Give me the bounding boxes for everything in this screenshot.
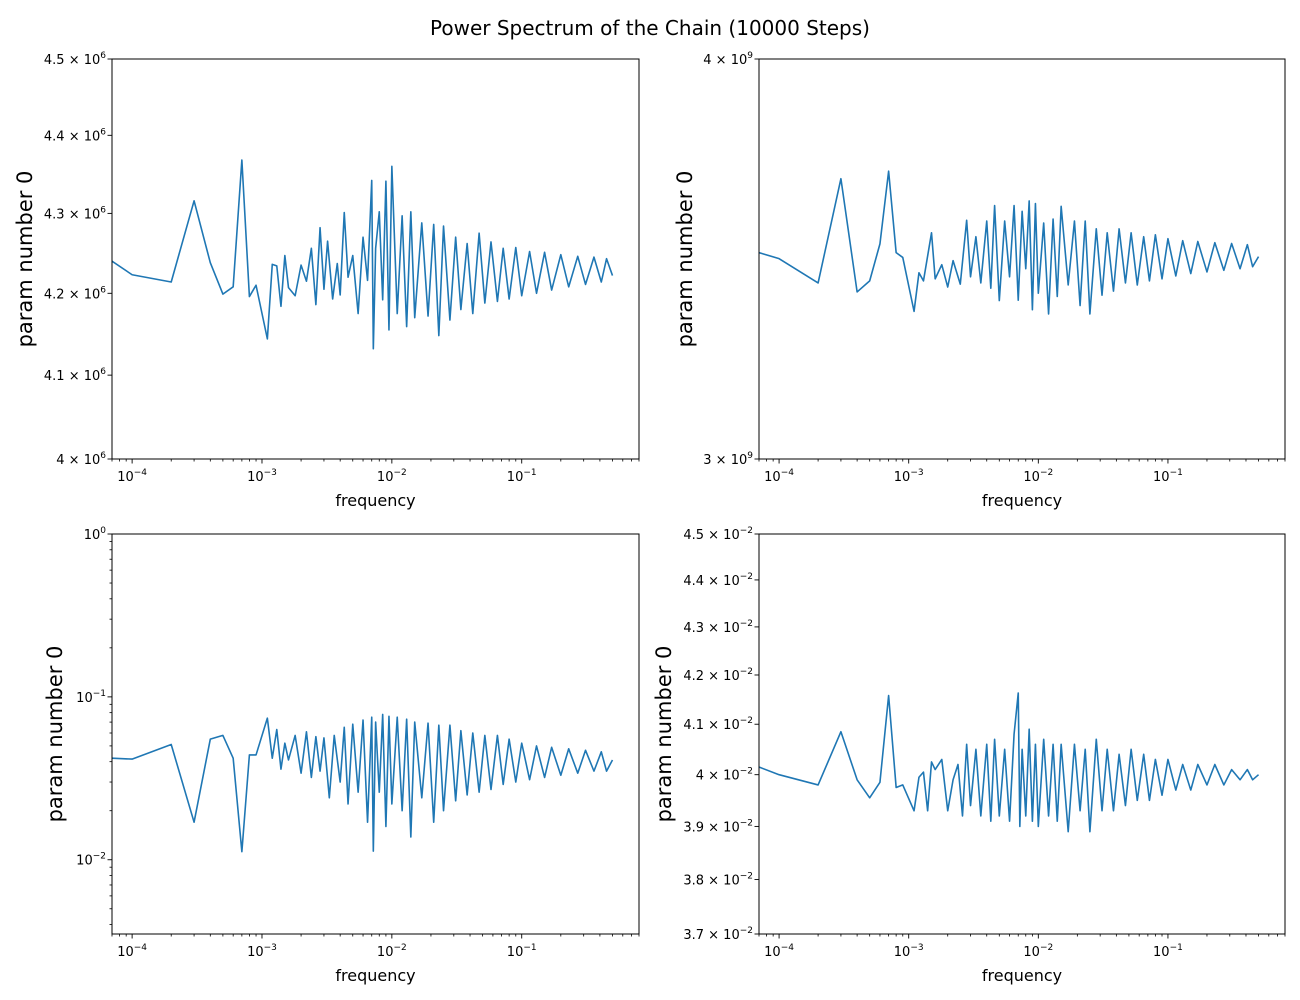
axes-frame (758, 533, 1286, 935)
y-tick-label: 4.4 × 106 (44, 127, 106, 144)
y-axis-label: param number 0 (43, 646, 67, 823)
y-tick-label: 4.3 × 106 (44, 205, 106, 222)
series-line (112, 713, 614, 853)
series-line (759, 170, 1260, 315)
x-axis-label: frequency (335, 491, 415, 510)
y-tick-label: 3 × 109 (703, 451, 753, 468)
y-tick-label: 4.3 × 10−2 (683, 619, 753, 636)
y-tick-label: 4.1 × 10−2 (683, 716, 753, 733)
y-tick-label: 3.7 × 10−2 (683, 926, 753, 943)
x-axis-label: frequency (982, 491, 1062, 510)
x-axis-label: frequency (335, 966, 415, 985)
y-tick-label: 4.4 × 10−2 (683, 572, 753, 589)
axes-frame (758, 58, 1286, 460)
y-tick-label: 4 × 109 (703, 51, 753, 68)
y-tick-label: 4.1 × 106 (44, 367, 106, 384)
y-axis-label: param number 0 (673, 171, 697, 348)
y-tick-label: 4.5 × 106 (44, 51, 106, 68)
y-axis-label: param number 0 (13, 171, 37, 348)
y-axis-label: param number 0 (652, 646, 676, 823)
series-line (759, 692, 1260, 833)
y-tick-label: 4.2 × 10−2 (683, 667, 753, 684)
axes-frame (111, 533, 640, 935)
axes-frame (111, 58, 640, 460)
y-tick-label: 3.8 × 10−2 (683, 872, 753, 889)
x-axis-label: frequency (982, 966, 1062, 985)
subplot-4: 10−4 10−3 10−2 10−13.7 × 10−23.8 × 10−23.9 … (652, 526, 1286, 985)
y-tick-label: 4.5 × 10−2 (683, 526, 753, 543)
y-tick-label: 4.2 × 106 (44, 285, 106, 302)
y-tick-label: 4 × 106 (56, 451, 106, 468)
figure-title: Power Spectrum of the Chain (10000 Steps… (430, 16, 870, 40)
y-tick-label: 4 × 10−2 (696, 767, 753, 784)
series-line (112, 159, 614, 350)
y-tick-label: 3.9 × 10−2 (683, 818, 753, 835)
